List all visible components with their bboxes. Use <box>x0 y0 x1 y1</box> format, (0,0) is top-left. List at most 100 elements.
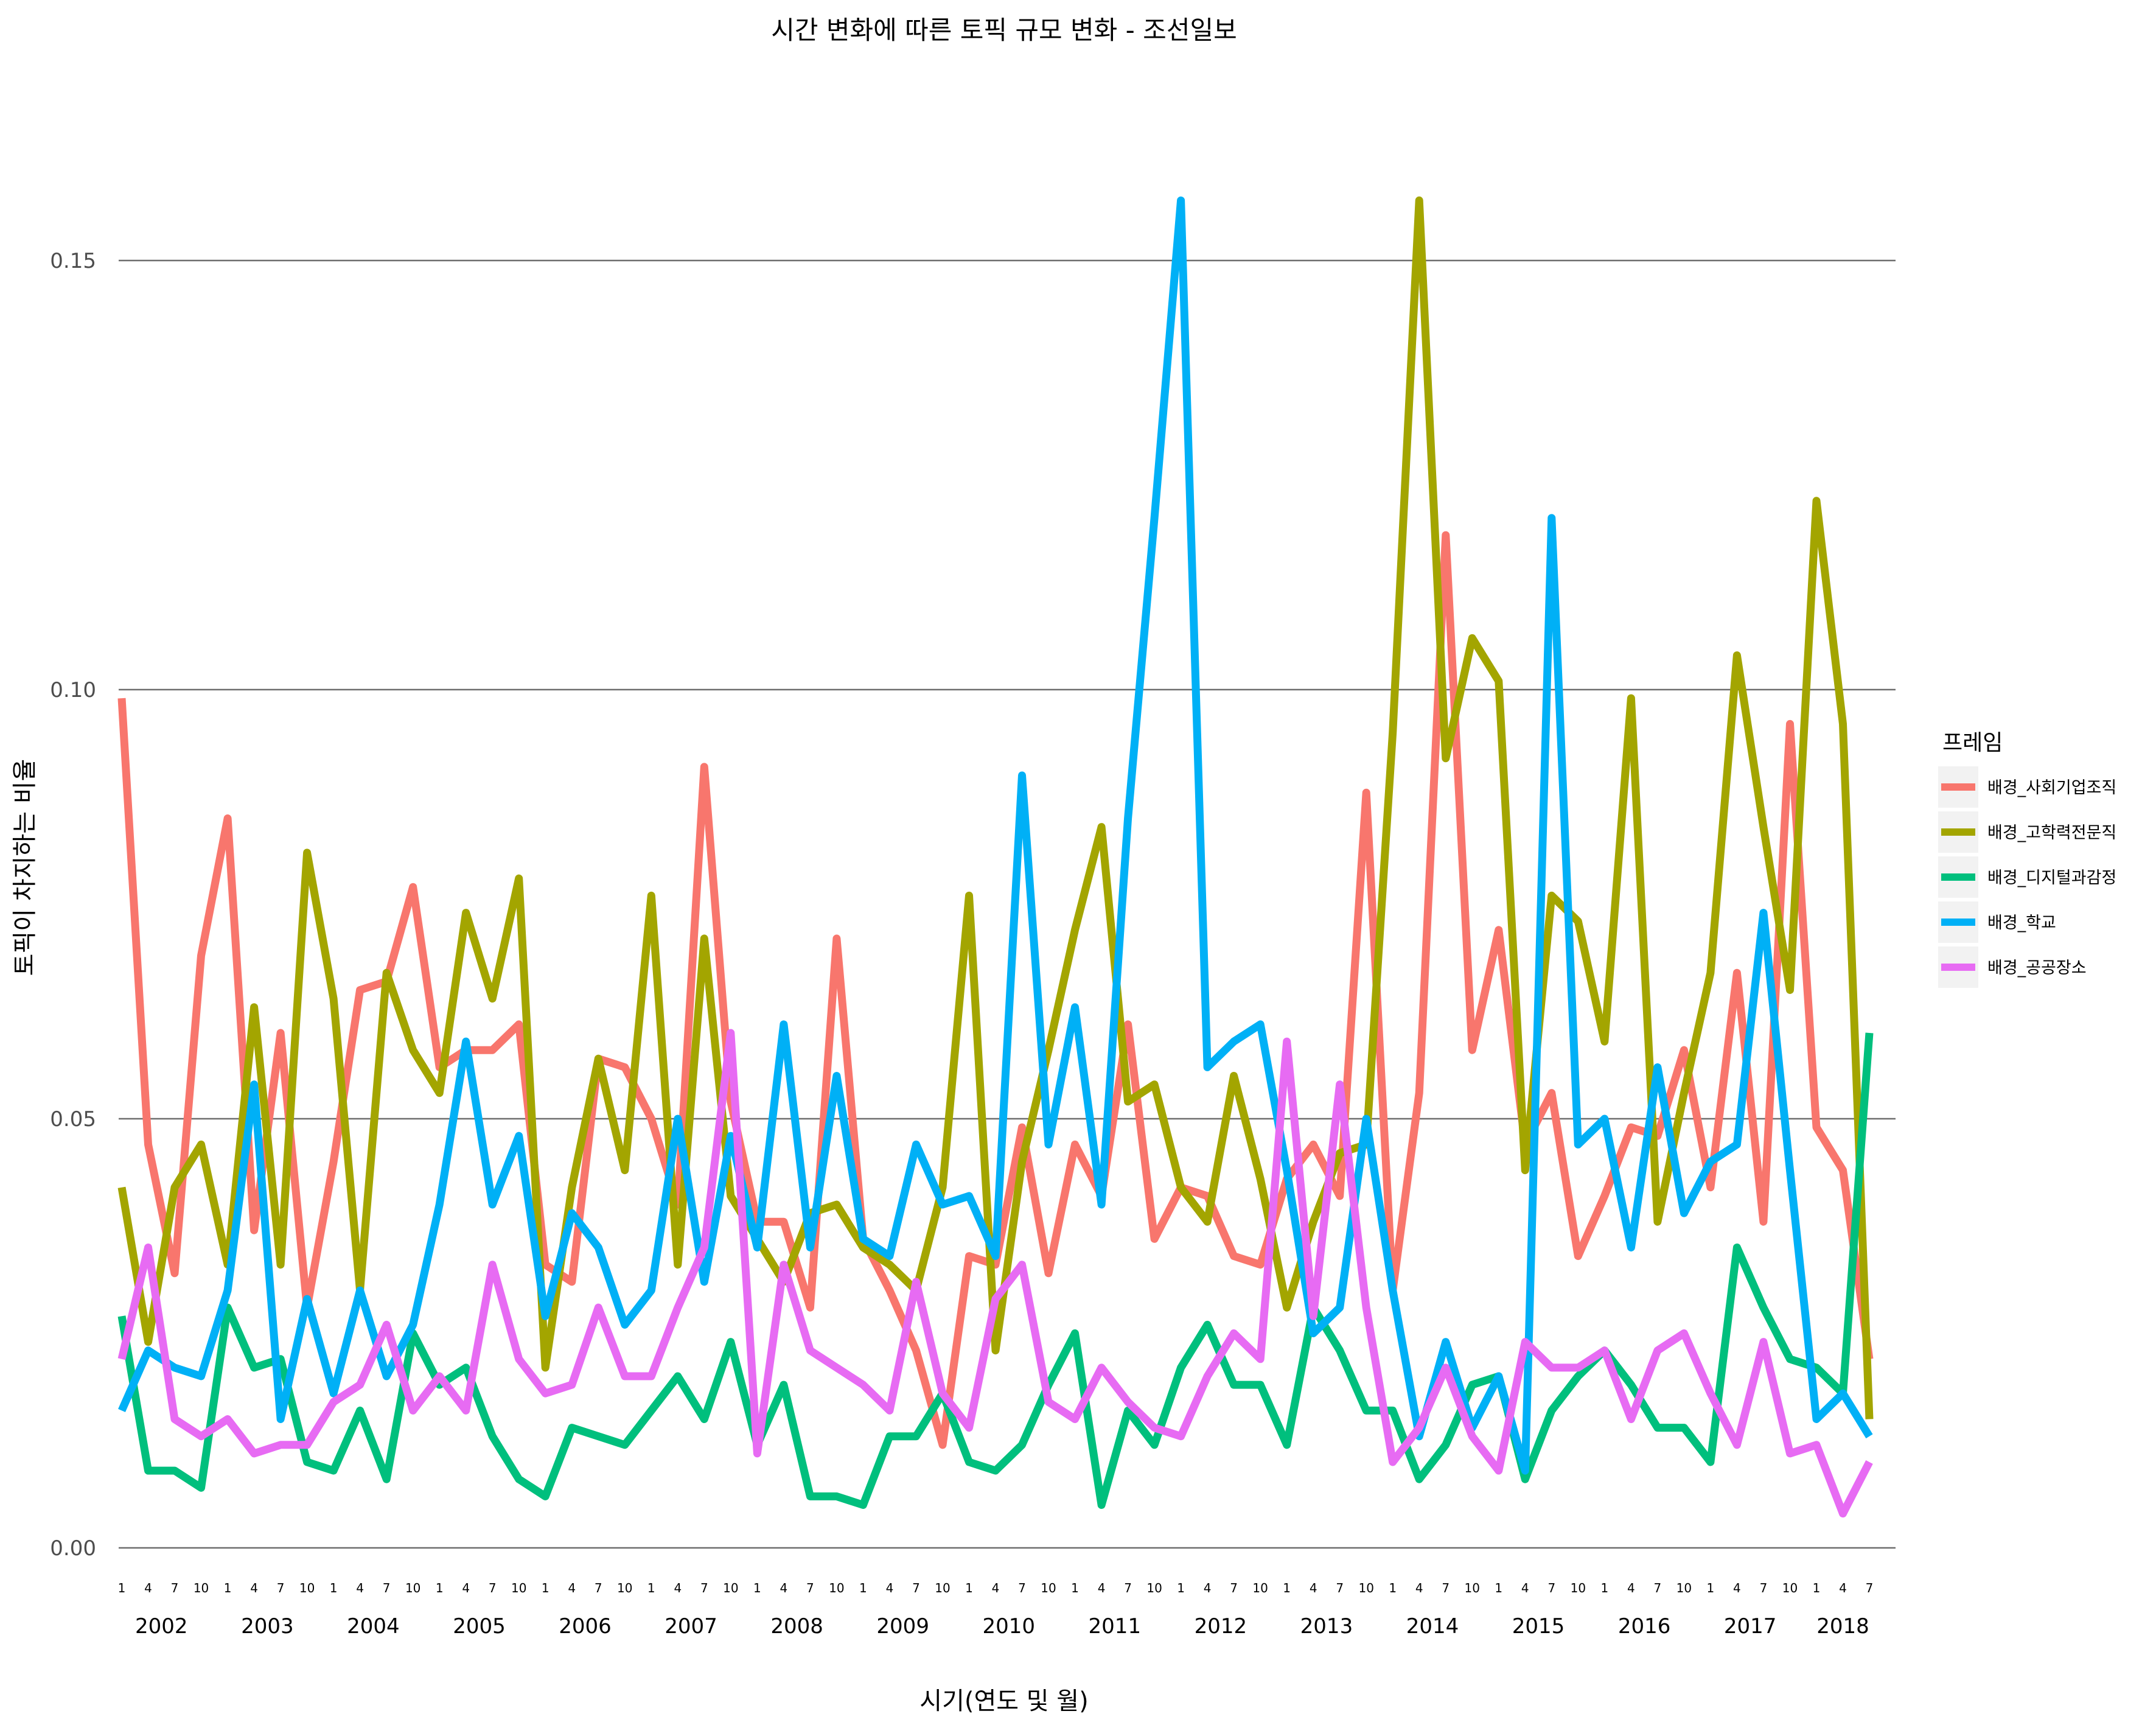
legend-label: 배경_사회기업조직 <box>1987 779 2116 797</box>
x-tick-month: 1 <box>965 1581 973 1595</box>
x-tick-month: 10 <box>1782 1581 1798 1595</box>
x-tick-month: 10 <box>723 1581 738 1595</box>
x-tick-month: 7 <box>1866 1581 1874 1595</box>
x-tick-year: 2011 <box>1089 1614 1142 1639</box>
x-tick-month: 1 <box>1707 1581 1715 1595</box>
x-tick-month: 7 <box>1018 1581 1026 1595</box>
x-tick-year: 2006 <box>559 1614 612 1639</box>
x-tick-year: 2015 <box>1512 1614 1565 1639</box>
x-tick-month: 7 <box>383 1581 391 1595</box>
x-tick-month: 4 <box>1204 1581 1212 1595</box>
x-tick-month: 4 <box>144 1581 152 1595</box>
gridlines <box>119 259 1896 1549</box>
legend: 프레임 배경_사회기업조직배경_고학력전문직배경_디지털과감정배경_학교배경_공… <box>1938 730 2116 988</box>
y-tick-label: 0.10 <box>50 678 96 702</box>
x-tick-month: 10 <box>405 1581 420 1595</box>
x-tick-year: 2018 <box>1816 1614 1869 1639</box>
x-tick-month: 7 <box>806 1581 814 1595</box>
x-tick-month: 7 <box>700 1581 708 1595</box>
x-tick-month: 10 <box>511 1581 526 1595</box>
x-tick-month: 1 <box>436 1581 444 1595</box>
x-tick-year: 2002 <box>135 1614 188 1639</box>
x-tick-month: 7 <box>277 1581 285 1595</box>
x-tick-month: 1 <box>1495 1581 1502 1595</box>
x-tick-year: 2003 <box>241 1614 294 1639</box>
y-axis-title: 토픽이 차지하는 비율 <box>11 759 39 976</box>
x-tick-month: 4 <box>250 1581 258 1595</box>
legend-title: 프레임 <box>1942 730 2003 755</box>
x-tick-month: 1 <box>118 1581 126 1595</box>
x-tick-month: 10 <box>1358 1581 1373 1595</box>
x-tick-year: 2010 <box>982 1614 1035 1639</box>
x-tick-year: 2017 <box>1724 1614 1777 1639</box>
x-tick-year: 2007 <box>665 1614 717 1639</box>
x-axis-ticks: 1 4 7 10 1 4 7 10 1 4 7 10 1 4 7 10 1 4 7 10 1 4 7 10 1 4 7 10 1 4 7 10… <box>118 1581 1874 1639</box>
y-tick-label: 0.05 <box>50 1107 96 1132</box>
x-tick-month: 10 <box>1252 1581 1268 1595</box>
x-tick-month: 1 <box>224 1581 232 1595</box>
x-tick-month: 4 <box>1627 1581 1635 1595</box>
legend-label: 배경_공공장소 <box>1987 959 2087 978</box>
x-tick-month: 7 <box>1654 1581 1662 1595</box>
x-tick-year: 2013 <box>1300 1614 1353 1639</box>
x-tick-month: 10 <box>829 1581 844 1595</box>
x-tick-month: 1 <box>1600 1581 1608 1595</box>
x-tick-month: 10 <box>1146 1581 1162 1595</box>
x-tick-month: 10 <box>194 1581 209 1595</box>
x-tick-year: 2009 <box>876 1614 929 1639</box>
x-tick-month: 4 <box>1521 1581 1529 1595</box>
x-tick-month: 10 <box>299 1581 315 1595</box>
series-line <box>117 531 1874 1449</box>
x-tick-month: 10 <box>935 1581 950 1595</box>
x-tick-month: 7 <box>912 1581 920 1595</box>
legend-label: 배경_디지털과감정 <box>1987 869 2116 887</box>
x-tick-month: 1 <box>1177 1581 1185 1595</box>
x-tick-month: 4 <box>780 1581 788 1595</box>
x-tick-month: 4 <box>1415 1581 1423 1595</box>
x-tick-year: 2012 <box>1195 1614 1247 1639</box>
x-tick-month: 4 <box>886 1581 894 1595</box>
y-axis-ticks: 0.00 0.05 0.10 0.15 <box>50 249 96 1561</box>
x-tick-month: 4 <box>992 1581 1000 1595</box>
series-line <box>117 1032 1874 1509</box>
x-tick-month: 4 <box>356 1581 364 1595</box>
series-lines <box>117 196 1874 1518</box>
x-tick-month: 7 <box>489 1581 497 1595</box>
x-tick-month: 4 <box>674 1581 682 1595</box>
x-tick-month: 1 <box>647 1581 655 1595</box>
legend-label: 배경_고학력전문직 <box>1987 824 2116 842</box>
x-tick-year: 2005 <box>453 1614 506 1639</box>
x-tick-month: 1 <box>1389 1581 1397 1595</box>
x-tick-month: 4 <box>1839 1581 1847 1595</box>
x-axis-title: 시기(연도 및 월) <box>919 1687 1088 1715</box>
x-tick-month: 1 <box>859 1581 867 1595</box>
x-tick-year: 2008 <box>770 1614 823 1639</box>
x-tick-month: 1 <box>1813 1581 1821 1595</box>
x-tick-month: 4 <box>1733 1581 1741 1595</box>
x-tick-year: 2014 <box>1406 1614 1459 1639</box>
x-tick-month: 7 <box>1442 1581 1450 1595</box>
x-tick-month: 7 <box>1124 1581 1132 1595</box>
x-tick-month: 7 <box>1230 1581 1238 1595</box>
x-tick-month: 10 <box>1571 1581 1586 1595</box>
chart-title: 시간 변화에 따른 토픽 규모 변화 - 조선일보 <box>771 15 1237 45</box>
x-tick-year: 2016 <box>1618 1614 1671 1639</box>
x-tick-month: 4 <box>568 1581 576 1595</box>
y-tick-label: 0.00 <box>50 1536 96 1561</box>
x-tick-month: 7 <box>1336 1581 1344 1595</box>
series-line <box>117 196 1874 1419</box>
x-tick-month: 4 <box>1310 1581 1317 1595</box>
y-tick-label: 0.15 <box>50 249 96 273</box>
x-tick-month: 4 <box>462 1581 470 1595</box>
series-line <box>118 196 1873 1475</box>
series-line <box>117 1029 1873 1518</box>
x-tick-month: 7 <box>1547 1581 1555 1595</box>
x-tick-month: 7 <box>595 1581 602 1595</box>
x-tick-month: 4 <box>1098 1581 1106 1595</box>
x-tick-month: 10 <box>1465 1581 1480 1595</box>
legend-label: 배경_학교 <box>1987 914 2056 932</box>
x-tick-month: 1 <box>330 1581 338 1595</box>
